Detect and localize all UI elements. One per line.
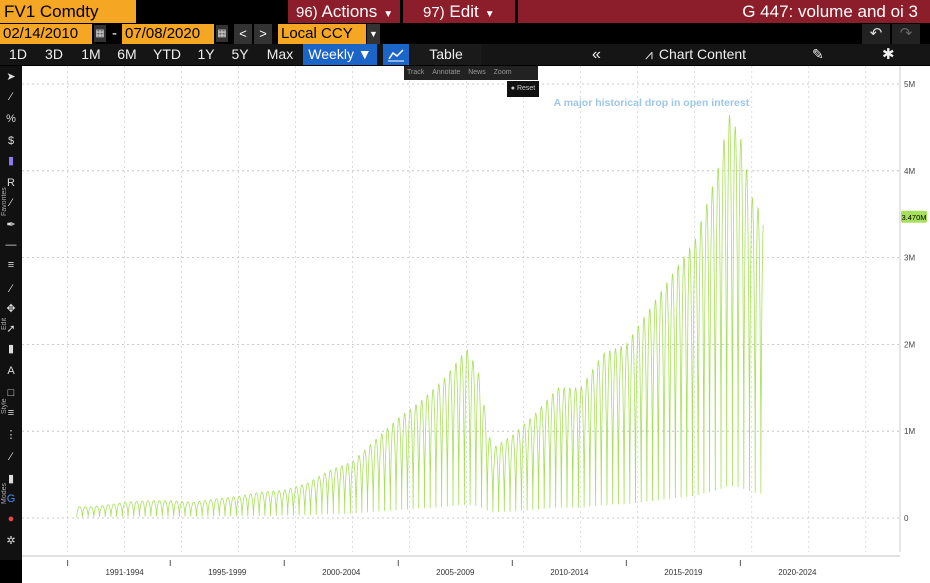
y-axis-panel [900, 66, 930, 552]
pencil-tool-icon[interactable]: ∕ [10, 283, 12, 295]
series-line [76, 114, 764, 518]
mode-icon[interactable]: ▮ [7, 473, 15, 485]
last-value-label: 3.470M [901, 213, 926, 222]
x-tick-label: 2015-2019 [664, 568, 703, 577]
settings-small-icon[interactable]: ✲ [6, 535, 16, 547]
annotate-button[interactable]: Annotate [432, 69, 461, 76]
period-ytd[interactable]: YTD [153, 46, 181, 62]
line-chart-icon[interactable] [383, 44, 409, 65]
y-tick-label: 2M [904, 340, 915, 349]
edit-label: Edit [449, 2, 479, 21]
dollar-icon[interactable]: $ [7, 135, 15, 147]
chart-content-icon: ⩘ [645, 46, 653, 62]
y-tick-label: 4M [904, 167, 915, 176]
pen-icon[interactable]: ✒ [6, 219, 16, 231]
actions-menu-button[interactable]: 96) Actions ▼ [288, 0, 400, 23]
reset-label: Reset [516, 85, 536, 92]
reset-button[interactable]: ● Reset [507, 81, 539, 97]
y-tick-label: 3M [904, 254, 915, 263]
last-value-badge [901, 210, 927, 223]
currency-select[interactable]: Local CCY [278, 24, 366, 44]
period-5y[interactable]: 5Y [231, 46, 249, 62]
annotation-text: A major historical drop in open interest [554, 97, 750, 109]
y-tick-label: 5M [904, 80, 915, 89]
y-tick-label: 1M [904, 427, 915, 436]
x-tick-label: 2000-2004 [322, 568, 361, 577]
pointer-icon[interactable]: ➤ [6, 71, 16, 83]
dash-style-icon[interactable]: ⋮ [5, 429, 17, 441]
x-tick-label: 1991-1994 [105, 568, 144, 577]
x-tick-label: 2010-2014 [550, 568, 589, 577]
redo-icon[interactable]: ↷ [892, 24, 920, 44]
frequency-select[interactable]: Weekly ▼ [303, 44, 377, 65]
move-icon[interactable]: ✥ [6, 303, 16, 315]
x-tick-label: 2005-2009 [436, 568, 475, 577]
calendar-icon[interactable]: ▦ [216, 25, 228, 42]
pencil-icon[interactable]: ✎ [812, 46, 824, 62]
date-separator: - [112, 25, 117, 42]
x-axis-panel [22, 552, 930, 583]
period-1m[interactable]: 1M [81, 46, 101, 62]
y-tick-label: 0 [904, 514, 909, 523]
period-1d[interactable]: 1D [9, 46, 27, 62]
chart-plot-area[interactable] [22, 66, 900, 552]
period-1y[interactable]: 1Y [197, 46, 215, 62]
edit-menu-button[interactable]: 97) Edit ▼ [403, 0, 515, 23]
ruler-icon[interactable]: R [7, 177, 15, 189]
trash-icon[interactable]: ▮ [7, 343, 15, 355]
brush-icon[interactable]: ⁄ [10, 197, 12, 209]
bracket-icon[interactable]: ▮ [7, 155, 15, 167]
x-tick-label: 2020-2024 [778, 568, 817, 577]
edit-shortcut: 97) [423, 4, 445, 21]
track-button[interactable]: Track [407, 69, 425, 76]
channel-icon[interactable]: ≡ [7, 259, 15, 271]
box-icon[interactable]: □ [7, 387, 15, 399]
graph-title: G 447: volume and oi 3 [518, 0, 930, 23]
prev-period-button[interactable]: < [234, 24, 252, 44]
period-6m[interactable]: 6M [117, 46, 137, 62]
calendar-icon[interactable]: ▦ [94, 25, 106, 42]
chart-content-label: Chart Content [658, 46, 747, 62]
percent-icon[interactable]: % [6, 113, 16, 125]
cursor-icon[interactable]: ➚ [6, 323, 16, 335]
start-date-input[interactable]: 02/14/2010 [0, 24, 92, 44]
left-toolbar: ➤ ∕ % $ ▮ R ⁄ ✒ — ≡ ∕ ✥ ➚ ▮ A □ ≡ ⋮ ∕ ▮ … [0, 66, 22, 560]
undo-icon[interactable]: ↶ [862, 24, 890, 44]
end-date-input[interactable]: 07/08/2020 [122, 24, 214, 44]
line-style-icon[interactable]: ≡ [7, 407, 15, 419]
magnet-icon[interactable]: G [6, 493, 16, 505]
draw-line-icon[interactable]: ∕ [10, 91, 12, 103]
chart-tools-overlay: Track Annotate News Zoom [404, 66, 538, 80]
collapse-icon[interactable]: « [592, 46, 601, 63]
period-max[interactable]: Max [266, 46, 294, 62]
text-icon[interactable]: A [7, 365, 15, 377]
hline-icon[interactable]: — [5, 239, 17, 251]
period-3d[interactable]: 3D [45, 46, 63, 62]
edit-mode-icon[interactable]: ∕ [10, 451, 12, 463]
x-tick-label: 1995-1999 [208, 568, 247, 577]
chevron-down-icon[interactable]: ▼ [367, 24, 380, 44]
chart-content-button[interactable]: ⩘ Chart Content [645, 44, 746, 65]
ticker-field[interactable]: FV1 Comdty [0, 0, 136, 23]
actions-shortcut: 96) [296, 4, 318, 21]
zoom-button[interactable]: Zoom [493, 69, 512, 76]
caret-down-icon: ▼ [383, 9, 394, 20]
news-button[interactable]: News [468, 69, 486, 76]
table-tab[interactable]: Table [411, 44, 481, 65]
gear-icon[interactable]: ✱ [882, 46, 895, 63]
actions-label: Actions [321, 2, 378, 21]
caret-down-icon: ▼ [484, 9, 495, 20]
palette-icon[interactable]: ● [7, 513, 15, 525]
next-period-button[interactable]: > [254, 24, 272, 44]
